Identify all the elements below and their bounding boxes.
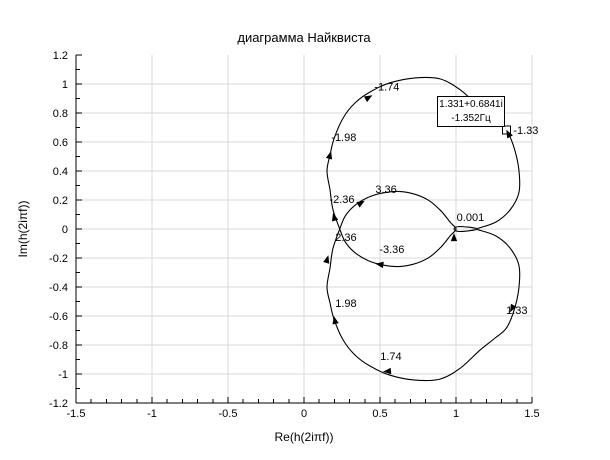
y-tick-label: 0.2	[53, 195, 68, 207]
trace-tooltip-value: 1.331+0.6841i	[439, 99, 503, 110]
x-tick-label: 0.5	[372, 408, 387, 420]
direction-arrow-icon	[325, 151, 333, 160]
x-tick-label: 1	[453, 408, 459, 420]
y-tick-label: 1.2	[53, 50, 68, 62]
y-tick-label: 0.6	[53, 137, 68, 149]
trace-tooltip: 1.331+0.6841i -1.352Гц	[437, 96, 505, 127]
frequency-label: -2.36	[329, 194, 354, 206]
direction-arrow-icon	[510, 303, 517, 313]
curve-low-frequency-sliver	[453, 225, 479, 233]
y-tick-label: -0.2	[49, 253, 68, 265]
curve-upper-loop-negative-frequencies	[326, 76, 521, 230]
y-tick-label: 1	[62, 79, 68, 91]
x-axis-title: Re(h(2iπf))	[274, 430, 334, 444]
trace-marker-label: -1.33	[513, 125, 538, 137]
y-tick-label: 0.8	[53, 108, 68, 120]
direction-arrow-icon	[506, 129, 513, 139]
frequency-label: 2.36	[335, 232, 356, 244]
direction-arrow-icon	[332, 316, 339, 325]
y-tick-label: -0.4	[49, 282, 68, 294]
y-tick-label: -0.6	[49, 311, 68, 323]
direction-arrow-icon	[323, 255, 330, 264]
y-tick-label: -1.2	[49, 398, 68, 410]
chart-title: диаграмма Найквиста	[237, 30, 371, 45]
frequency-label: 1.98	[335, 298, 356, 310]
trace-tooltip-frequency: -1.352Гц	[451, 113, 491, 124]
nyquist-curve	[326, 76, 521, 382]
frequency-label: -1.98	[331, 132, 356, 144]
x-tick-label: 0	[301, 408, 307, 420]
frequency-label: -3.36	[379, 244, 404, 256]
x-tick-label: -0.5	[219, 408, 238, 420]
direction-arrows	[323, 95, 517, 375]
x-tick-label: -1.5	[67, 408, 86, 420]
frequency-label: -1.74	[374, 81, 399, 93]
curve-lower-loop-positive-frequencies	[326, 228, 521, 382]
direction-arrow-icon	[450, 233, 458, 242]
direction-arrow-icon	[332, 212, 339, 222]
direction-arrow-icon	[383, 367, 392, 375]
frequency-label: 0.001	[457, 212, 485, 224]
axes: -1.5 -1 -0.5 0 0.5 1 1.5 -1.2 -1 -0.8 -0.6 -0.4 -0.2…	[49, 50, 540, 420]
direction-arrow-icon	[375, 261, 384, 269]
frequency-label: 1.74	[380, 351, 401, 363]
curve-inner-loop	[339, 190, 457, 268]
y-tick-label: 0.4	[53, 166, 68, 178]
trace-marker-square[interactable]	[501, 125, 511, 135]
frequency-label: 3.36	[375, 184, 396, 196]
y-tick-label: -0.8	[49, 340, 68, 352]
direction-arrow-icon	[356, 200, 365, 208]
y-tick-label: 0	[62, 224, 68, 236]
trace-marker[interactable]: -1.33	[501, 125, 538, 139]
frequency-labels: -1.74 -1.98 -2.36 3.36 0.001 2.36 -3.36 1.98 1.7…	[329, 81, 527, 363]
direction-arrow-icon	[363, 95, 373, 103]
frequency-label: 1.33	[506, 305, 527, 317]
x-tick-label: 1.5	[524, 408, 539, 420]
x-tick-label: -1	[147, 408, 157, 420]
y-tick-label: -1	[58, 369, 68, 381]
